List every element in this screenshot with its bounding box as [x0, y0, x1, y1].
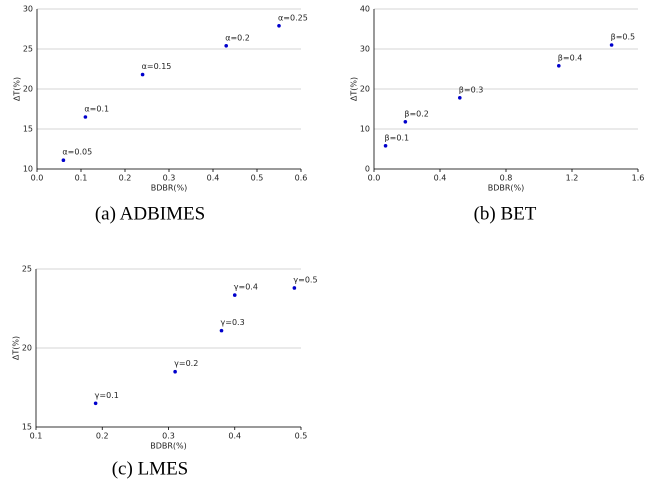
point	[173, 369, 177, 374]
point-label: β=0.4	[558, 53, 583, 62]
x-axis-label: BDBR(%)	[150, 442, 187, 451]
y-tick-label: 15	[23, 125, 33, 134]
x-tick-label: 0.0	[31, 174, 44, 183]
point	[219, 328, 224, 333]
y-tick-label: 30	[360, 45, 370, 54]
point-label: α=0.2	[225, 33, 250, 42]
y-tick-label: 10	[23, 165, 33, 174]
x-tick-label: 0.1	[75, 174, 88, 183]
point-label: γ=0.4	[234, 283, 258, 292]
point-label: γ=0.1	[95, 391, 119, 400]
point	[232, 293, 237, 297]
point-label: α=0.05	[62, 148, 92, 157]
x-tick-label: 1.2	[566, 174, 579, 183]
x-tick-label: 0.2	[119, 174, 132, 183]
point	[61, 158, 66, 162]
point	[609, 43, 614, 47]
point-label: α=0.25	[278, 13, 308, 22]
point-label: α=0.1	[84, 105, 109, 114]
x-tick-label: 0.4	[228, 432, 241, 441]
y-tick-label: 40	[360, 5, 370, 14]
point	[557, 64, 561, 68]
y-tick-label: 10	[360, 125, 370, 134]
point-label: γ=0.2	[174, 359, 198, 368]
y-tick-label: 15	[22, 423, 32, 432]
x-tick-label: 0.0	[368, 174, 381, 183]
point	[93, 401, 98, 406]
point-label: β=0.2	[404, 109, 429, 118]
point	[83, 115, 88, 119]
x-tick-label: 0.5	[251, 174, 264, 183]
y-tick-label: 20	[360, 85, 370, 94]
y-tick-label: 20	[22, 344, 32, 353]
caption: (c) LMES	[112, 458, 189, 479]
point-label: α=0.15	[142, 62, 172, 71]
x-tick-label: 0.5	[295, 432, 308, 441]
point	[140, 72, 145, 77]
y-tick-label: 30	[23, 5, 33, 14]
point-label: β=0.3	[459, 85, 484, 94]
x-tick-label: 0.2	[96, 432, 109, 441]
y-axis-label: ΔT(%)	[13, 77, 22, 101]
x-axis-label: BDBR(%)	[488, 184, 525, 193]
point	[224, 44, 228, 48]
y-axis-label: ΔT(%)	[350, 77, 359, 101]
point-label: γ=0.5	[293, 275, 317, 284]
caption: (b) BET	[474, 203, 537, 224]
point	[458, 96, 462, 100]
y-tick-label: 25	[23, 45, 33, 54]
point	[292, 286, 297, 290]
x-tick-label: 0.3	[163, 174, 176, 183]
point	[383, 144, 388, 148]
point-label: γ=0.3	[221, 318, 245, 327]
x-tick-label: 0.4	[207, 174, 220, 183]
point	[403, 120, 408, 124]
x-tick-label: 0.8	[500, 174, 513, 183]
y-tick-label: 20	[23, 85, 33, 94]
x-axis-label: BDBR(%)	[151, 184, 188, 193]
x-tick-label: 1.6	[632, 174, 645, 183]
x-tick-label: 0.3	[162, 432, 175, 441]
y-tick-label: 25	[22, 265, 32, 274]
point	[277, 24, 281, 28]
x-tick-label: 0.6	[295, 174, 308, 183]
y-axis-label: ΔT(%)	[12, 336, 21, 360]
x-tick-label: 0.4	[434, 174, 447, 183]
point-label: β=0.1	[385, 133, 410, 142]
caption: (a) ADBIMES	[95, 203, 205, 224]
y-tick-label: 0	[365, 165, 370, 174]
x-tick-label: 0.1	[30, 432, 43, 441]
point-label: β=0.5	[611, 33, 636, 42]
